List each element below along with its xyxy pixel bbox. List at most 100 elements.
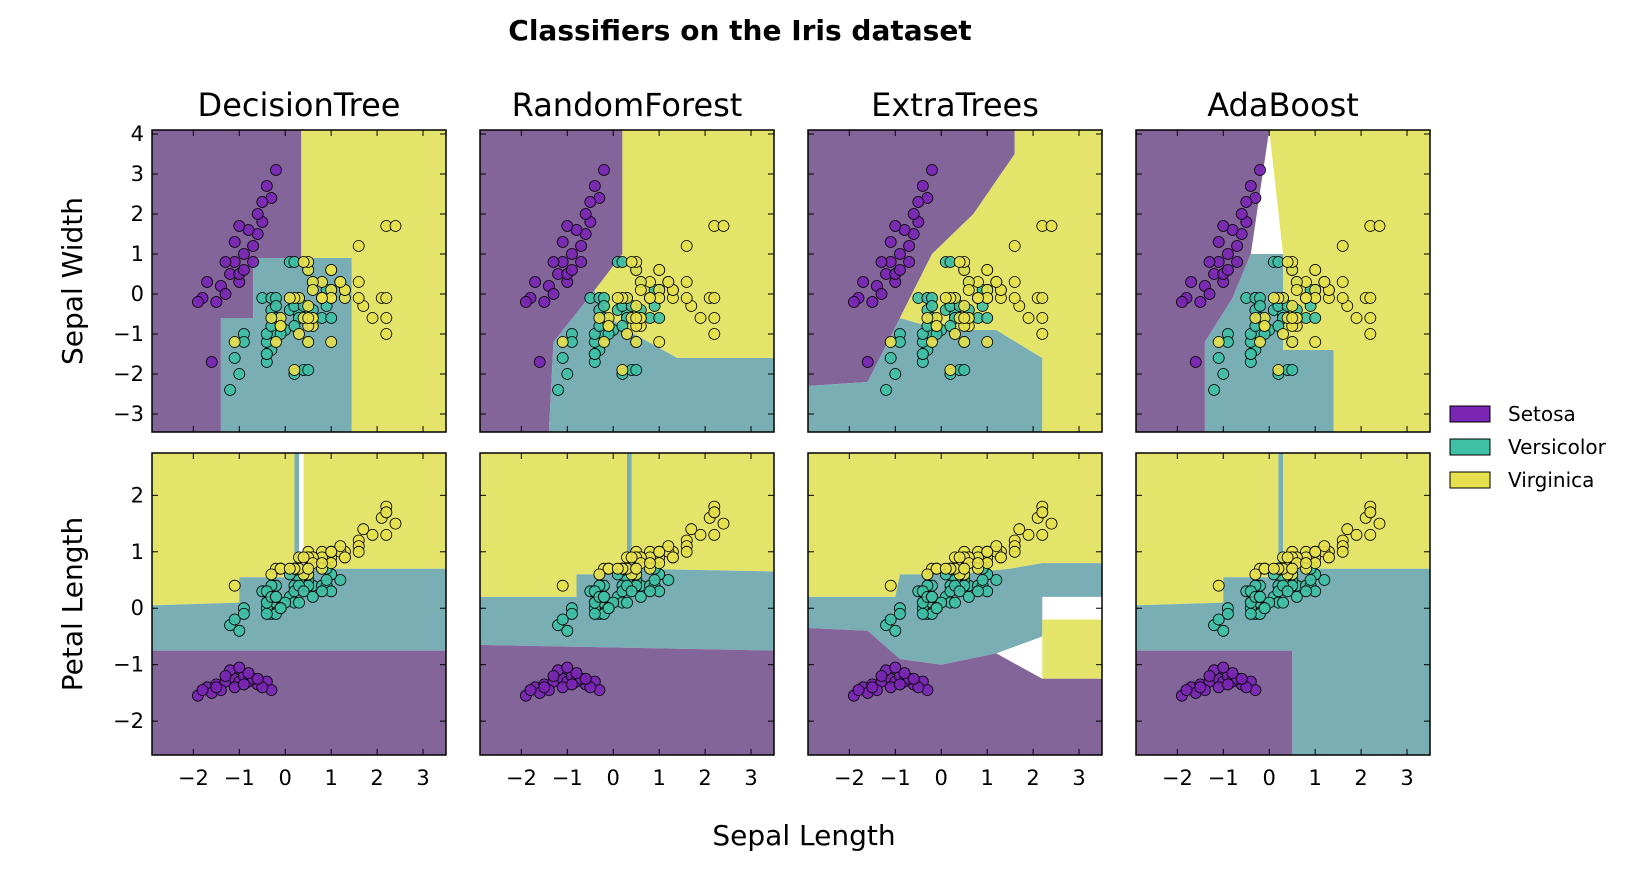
point-virginica	[1300, 557, 1312, 569]
point-virginica	[265, 568, 278, 581]
y-tick-label: 3	[131, 162, 144, 186]
point-versicolor	[648, 574, 661, 586]
point-virginica	[644, 557, 656, 569]
point-setosa	[237, 264, 250, 276]
point-virginica	[1373, 220, 1386, 232]
point-setosa	[884, 236, 897, 248]
point-virginica	[653, 336, 666, 348]
x-axis-label: Sepal Length	[712, 819, 895, 852]
x-tick-label: −2	[178, 766, 209, 790]
point-virginica	[389, 220, 402, 232]
panel-randomforest-sepal-width: RandomForest	[479, 86, 775, 433]
point-virginica	[1286, 300, 1299, 312]
point-setosa	[579, 672, 592, 685]
point-virginica	[630, 336, 643, 348]
point-virginica	[265, 312, 278, 324]
point-virginica	[1254, 336, 1266, 348]
point-virginica	[1336, 276, 1349, 288]
point-versicolor	[630, 364, 643, 376]
point-virginica	[694, 529, 707, 541]
point-virginica	[306, 284, 319, 296]
x-tick-label: 2	[1354, 766, 1367, 790]
point-virginica	[366, 529, 379, 541]
point-setosa	[875, 288, 888, 300]
point-setosa	[894, 248, 906, 260]
point-virginica	[1364, 506, 1377, 519]
point-virginica	[616, 364, 629, 376]
point-virginica	[1336, 545, 1349, 558]
x-tick-label: −2	[834, 766, 865, 790]
point-versicolor	[1281, 585, 1294, 598]
x-tick-label: −1	[880, 766, 911, 790]
point-virginica	[380, 506, 393, 519]
point-setosa	[233, 661, 246, 674]
point-virginica	[1277, 328, 1289, 340]
panel-decisiontree-petal-length: −2 −1 0 1 2 3 −2 −1 0 1 2	[113, 452, 447, 790]
region-virginica	[808, 453, 1102, 597]
point-versicolor	[566, 608, 578, 620]
x-tick-label: −1	[1208, 766, 1239, 790]
point-versicolor	[1254, 300, 1266, 312]
figure-title: Classifiers on the Iris dataset	[508, 14, 971, 47]
point-virginica	[334, 540, 347, 552]
point-virginica	[1286, 312, 1299, 324]
point-setosa	[256, 196, 269, 208]
x-tick-label: 3	[744, 766, 757, 790]
point-virginica	[593, 312, 606, 324]
point-versicolor	[889, 368, 902, 380]
point-setosa	[251, 208, 264, 220]
point-setosa	[1222, 678, 1234, 691]
data-points	[191, 164, 402, 396]
point-setosa	[205, 356, 218, 368]
point-setosa	[529, 276, 541, 288]
point-virginica	[1036, 529, 1049, 541]
point-virginica	[1318, 276, 1331, 288]
y-tick-label: −2	[113, 362, 144, 386]
y-tick-label: 4	[131, 122, 144, 146]
point-versicolor	[602, 602, 615, 615]
point-virginica	[316, 557, 328, 569]
point-setosa	[524, 684, 537, 696]
point-virginica	[1022, 312, 1035, 324]
point-versicolor	[228, 613, 241, 626]
point-setosa	[219, 288, 232, 300]
point-virginica	[325, 336, 338, 348]
point-versicolor	[1212, 352, 1225, 364]
point-virginica	[1309, 336, 1322, 348]
point-virginica	[302, 336, 315, 348]
point-versicolor	[880, 384, 892, 396]
point-virginica	[958, 336, 971, 348]
point-versicolor	[237, 608, 250, 620]
subplot-title: AdaBoost	[1207, 86, 1359, 124]
point-setosa	[561, 661, 574, 674]
point-virginica	[380, 328, 393, 340]
point-setosa	[191, 296, 204, 308]
point-versicolor	[976, 574, 989, 586]
point-versicolor	[260, 348, 273, 360]
point-setosa	[588, 180, 601, 192]
point-versicolor	[1309, 312, 1322, 324]
panel-frame	[479, 129, 775, 433]
point-setosa	[247, 256, 260, 268]
point-versicolor	[916, 348, 929, 360]
point-virginica	[926, 336, 938, 348]
point-versicolor	[334, 574, 347, 586]
data-points	[1176, 500, 1386, 702]
point-versicolor	[561, 624, 574, 637]
point-setosa	[520, 296, 532, 308]
point-setosa	[907, 208, 920, 220]
decision-regions	[480, 130, 774, 432]
legend-label-virginica: Virginica	[1508, 468, 1594, 492]
point-setosa	[866, 296, 879, 308]
data-points	[520, 164, 730, 396]
legend-swatch-versicolor	[1449, 438, 1491, 456]
point-virginica	[930, 320, 943, 332]
point-virginica	[302, 312, 315, 324]
point-versicolor	[653, 312, 666, 324]
y-tick-label: 2	[131, 202, 144, 226]
point-virginica	[694, 312, 707, 324]
point-versicolor	[556, 352, 569, 364]
panel-adaboost-sepal-width: AdaBoost	[1135, 86, 1431, 433]
point-versicolor	[1258, 602, 1271, 615]
point-setosa	[1185, 276, 1197, 288]
